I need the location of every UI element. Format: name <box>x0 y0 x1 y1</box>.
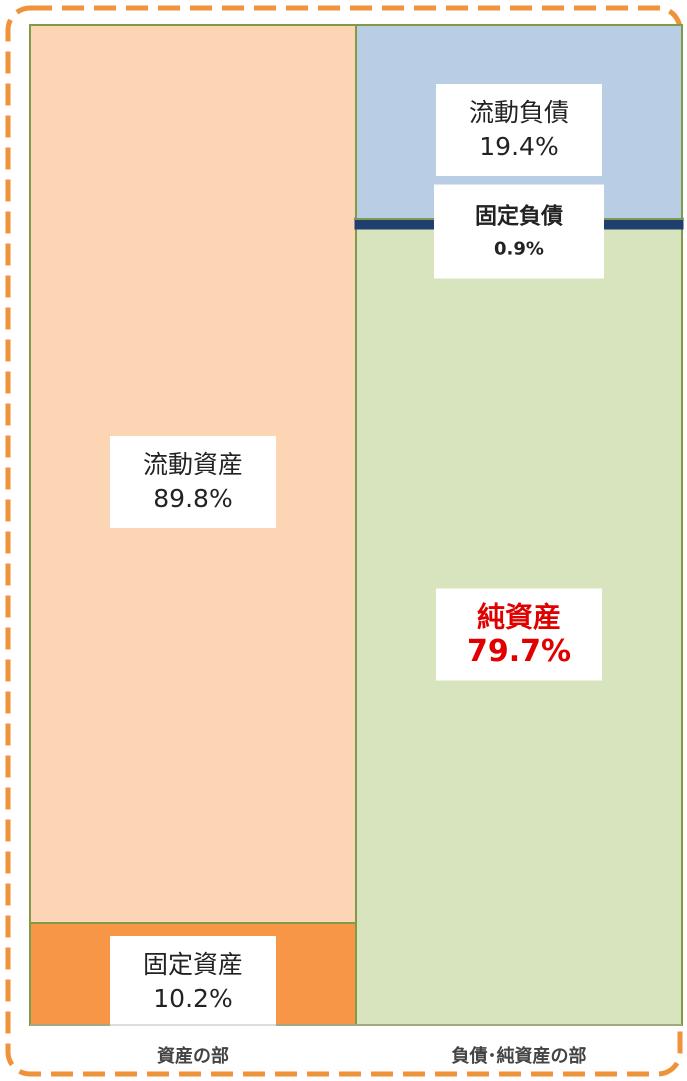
data-label: 79.7% <box>467 634 571 669</box>
segment-name: 流動負債 <box>469 98 569 127</box>
data-label: 19.4% <box>479 132 558 161</box>
segment-name: 純資産 <box>477 601 561 634</box>
label-box <box>434 184 604 279</box>
segment-name: 流動資産 <box>143 450 243 479</box>
segment-name: 固定負債 <box>475 204 563 230</box>
label-box <box>110 936 276 1028</box>
x-tick-label: 資産の部 <box>157 1045 229 1067</box>
data-label: 0.9% <box>494 239 544 260</box>
label-box <box>436 588 602 681</box>
label-box <box>436 84 602 176</box>
data-label: 10.2% <box>153 984 232 1013</box>
segment-name: 固定資産 <box>143 950 243 979</box>
x-tick-label: 負債･純資産の部 <box>452 1045 587 1067</box>
label-box <box>110 436 276 528</box>
data-label: 89.8% <box>153 484 232 513</box>
